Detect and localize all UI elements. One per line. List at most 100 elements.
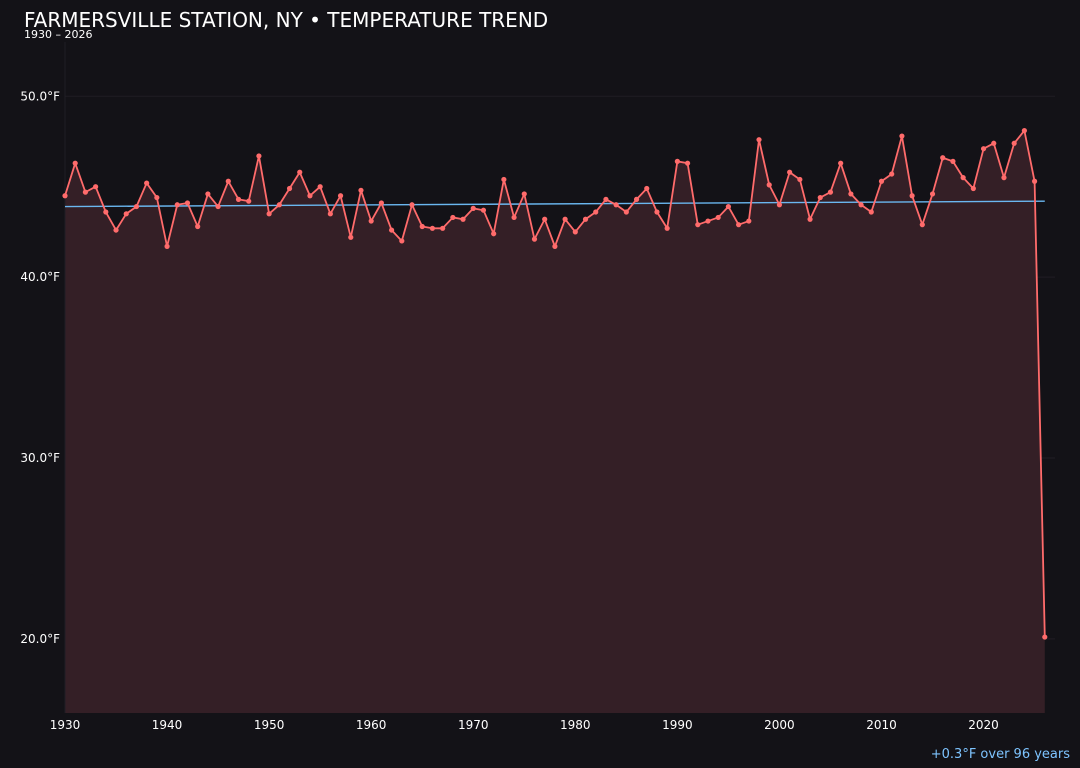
data-point [684, 160, 691, 166]
data-point [246, 198, 252, 204]
x-tick-label: 2000 [764, 718, 795, 732]
data-point [756, 137, 762, 143]
data-point [358, 187, 364, 193]
data-point [480, 207, 487, 213]
data-point [664, 225, 670, 231]
data-point [348, 234, 354, 240]
data-point [623, 209, 629, 215]
data-point [991, 140, 997, 146]
data-point [82, 189, 89, 195]
chart-title: FARMERSVILLE STATION, NY • TEMPERATURE T… [24, 8, 549, 32]
data-point [715, 214, 721, 221]
data-point [276, 202, 282, 208]
data-point [450, 214, 456, 221]
data-point [562, 216, 568, 222]
data-point [1011, 140, 1017, 146]
y-tick-label: 50.0°F [20, 89, 60, 103]
data-point [327, 211, 333, 217]
data-point [929, 191, 936, 197]
data-point [613, 202, 619, 208]
data-point [409, 202, 415, 208]
data-point [164, 243, 170, 249]
x-tick-label: 1940 [152, 718, 183, 732]
data-point [868, 209, 874, 215]
data-point [593, 209, 599, 215]
data-point [725, 203, 732, 210]
data-point [297, 169, 303, 175]
data-point [776, 202, 783, 208]
temperature-area [65, 130, 1045, 714]
data-point [827, 189, 834, 195]
data-point [184, 200, 191, 206]
data-point [950, 158, 956, 164]
x-axis: 1930 1940 1950 1960 1970 1980 1990 2000 2010 2020 [50, 718, 999, 732]
data-point [419, 223, 425, 230]
data-point [133, 203, 140, 210]
data-point [286, 185, 293, 192]
data-point [878, 178, 885, 184]
trend-line [64, 200, 1045, 208]
data-point [235, 196, 242, 202]
data-point [858, 202, 864, 208]
data-point [511, 214, 517, 221]
y-tick-label: 40.0°F [20, 270, 60, 284]
x-tick-label: 1930 [50, 718, 81, 732]
data-point [440, 225, 446, 231]
data-point [337, 193, 344, 199]
data-point [154, 194, 160, 201]
data-point [654, 209, 660, 215]
x-tick-label: 1990 [662, 718, 693, 732]
data-point [960, 175, 966, 181]
data-point [72, 160, 78, 166]
data-point [215, 203, 221, 210]
data-point [644, 185, 650, 192]
temperature-area-fill [65, 130, 1045, 714]
x-tick-label: 1980 [560, 718, 591, 732]
data-point [388, 227, 395, 233]
data-point [103, 209, 109, 215]
data-point [848, 191, 854, 197]
data-point [205, 191, 211, 197]
x-tick-label: 1970 [458, 718, 489, 732]
data-point [736, 222, 742, 228]
data-point [899, 133, 905, 139]
data-point [940, 155, 946, 161]
data-point [378, 200, 384, 206]
data-point [766, 182, 772, 188]
data-point [399, 238, 405, 244]
data-point [368, 218, 374, 224]
data-point [980, 146, 987, 152]
x-tick-label: 2020 [968, 718, 999, 732]
data-point [582, 216, 589, 222]
data-point [123, 211, 129, 217]
data-point [817, 194, 823, 201]
data-point [572, 229, 578, 235]
temperature-series [62, 128, 1048, 640]
x-tick-label: 2010 [866, 718, 897, 732]
y-axis: 20.0°F 30.0°F 40.0°F 50.0°F [20, 42, 66, 713]
data-point [491, 231, 497, 237]
data-point [797, 176, 803, 183]
data-point [552, 243, 558, 249]
data-point [225, 178, 231, 184]
data-point [705, 218, 711, 224]
y-tick-label: 30.0°F [20, 451, 60, 465]
data-point [470, 205, 476, 211]
data-point [531, 236, 538, 242]
data-point [93, 184, 99, 190]
x-tick-label: 1950 [254, 718, 285, 732]
data-point [460, 216, 466, 222]
data-point [1021, 128, 1027, 134]
y-tick-label: 20.0°F [20, 632, 60, 646]
data-point [307, 193, 313, 199]
data-point [970, 185, 976, 192]
data-point [174, 202, 180, 208]
data-point [838, 160, 844, 166]
data-point [542, 216, 548, 222]
data-point [746, 218, 752, 224]
data-point [266, 211, 272, 217]
data-point [695, 222, 701, 228]
data-point [807, 216, 813, 222]
data-point [144, 180, 150, 186]
